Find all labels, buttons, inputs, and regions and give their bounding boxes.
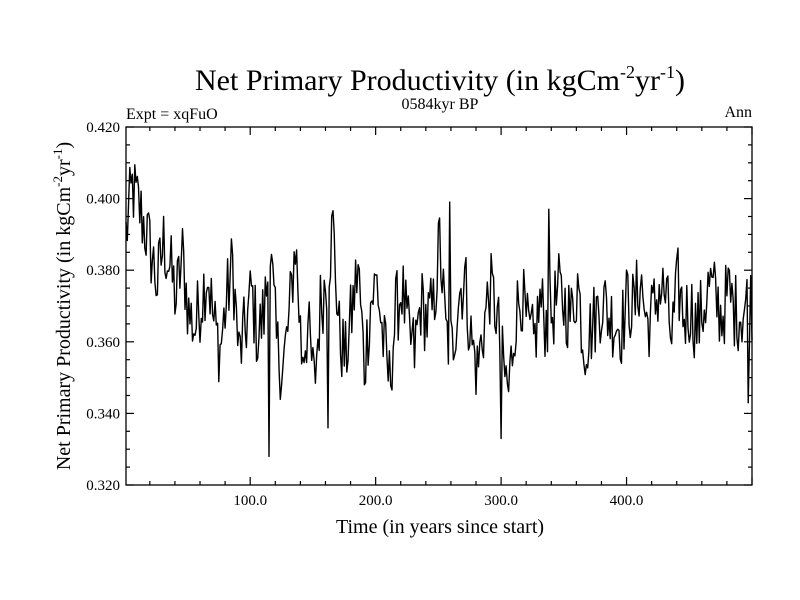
- y-tick-label: 0.400: [86, 192, 120, 208]
- season-label: Ann: [724, 104, 752, 121]
- spike-point: [449, 201, 451, 203]
- spike-point: [747, 402, 749, 404]
- x-tick-label: 100.0: [233, 493, 267, 509]
- spike-point: [500, 437, 502, 440]
- chart-title: Net Primary Productivity (in kgCm-2yr-1): [195, 62, 685, 97]
- x-axis-label: Time (in years since start): [336, 516, 544, 538]
- y-tick-label: 0.320: [86, 478, 120, 494]
- chart-subtitle: 0584kyr BP: [402, 96, 479, 113]
- y-axis-label: Net Primary Productivity (in kgCm-2yr-1): [50, 142, 75, 470]
- axis-tick-labels: 100.0 200.0 300.0 400.0 0.320 0.340 0.360 0.380…: [86, 120, 643, 509]
- spike-point: [327, 427, 329, 429]
- npp-series-line: [125, 164, 753, 458]
- spike-point: [268, 455, 270, 457]
- spike-point: [548, 208, 550, 210]
- series-spikes: [268, 201, 749, 457]
- y-tick-label: 0.380: [86, 263, 120, 279]
- x-tick-label: 400.0: [610, 493, 644, 509]
- y-tick-label: 0.340: [86, 406, 120, 422]
- experiment-label: Expt = xqFuO: [126, 106, 218, 123]
- x-tick-label: 300.0: [484, 493, 518, 509]
- y-tick-label: 0.360: [86, 335, 120, 351]
- y-tick-label: 0.420: [86, 120, 120, 136]
- x-tick-label: 200.0: [359, 493, 393, 509]
